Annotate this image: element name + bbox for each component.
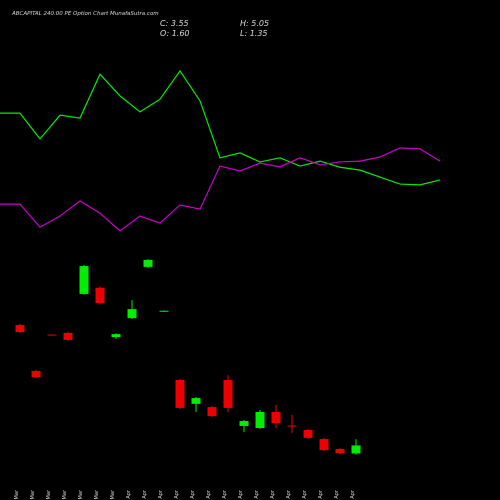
x-tick-label: 22 Apr xyxy=(318,489,324,500)
high-summary: H: 5.05 xyxy=(240,19,269,28)
candle-body xyxy=(351,445,361,454)
candle-body xyxy=(271,412,281,424)
candle-body xyxy=(15,325,25,333)
candle-body xyxy=(111,334,121,337)
candle-body xyxy=(143,259,153,267)
candle-body xyxy=(239,421,249,426)
candle-body xyxy=(319,439,329,451)
x-tick-label: 24 Mar xyxy=(46,489,52,500)
open-summary: O: 1.60 xyxy=(160,29,190,38)
candle-body xyxy=(95,287,105,303)
x-tick-label: 03 Apr xyxy=(158,489,164,500)
value: 1.60 xyxy=(172,29,190,38)
x-tick-label: 01 Apr xyxy=(126,489,132,500)
x-tick-label: 09 Apr xyxy=(222,489,228,500)
value: 5.05 xyxy=(251,19,269,28)
candle-body xyxy=(303,430,313,438)
chart-title: ABCAPITAL 240.00 PE Option Chart MunafaS… xyxy=(11,11,159,17)
x-tick-label: 23 Apr xyxy=(334,489,340,500)
x-tick-label: 24 Apr xyxy=(350,489,356,500)
candle-body xyxy=(159,310,169,312)
value: 1.35 xyxy=(250,29,268,38)
x-tick-label: 27 Mar xyxy=(94,489,100,500)
label: C: xyxy=(160,19,169,28)
x-tick-label: 02 Apr xyxy=(142,489,148,500)
x-tick-label: 16 Apr xyxy=(270,489,276,500)
candle-body xyxy=(127,309,137,319)
candle-body xyxy=(191,398,201,404)
x-tick-label: 26 Mar xyxy=(78,489,84,500)
candle-body xyxy=(175,380,185,408)
candle-body xyxy=(287,425,297,427)
low-summary: L: 1.35 xyxy=(240,29,268,38)
candle-body xyxy=(31,371,41,378)
x-tick-label: 11 Apr xyxy=(238,489,244,500)
candle-body xyxy=(223,380,233,408)
x-tick-label: 08 Apr xyxy=(206,489,212,500)
candle-body xyxy=(255,412,265,429)
label: O: xyxy=(160,29,169,38)
indicator-line xyxy=(0,69,441,186)
candle-body xyxy=(335,448,345,454)
x-tick-label: 04 Apr xyxy=(174,489,180,500)
label: L: xyxy=(240,29,247,38)
candle-body xyxy=(79,266,89,294)
candle-body xyxy=(207,407,217,417)
x-tick-label: 25 Mar xyxy=(62,489,68,500)
candle-body xyxy=(47,334,57,336)
x-tick-label: 21 Mar xyxy=(30,489,36,500)
x-tick-label: 15 Apr xyxy=(254,489,260,500)
x-tick-label: 17 Apr xyxy=(286,489,292,500)
close-summary: C: 3.55 xyxy=(160,19,189,28)
x-tick-label: 20 Mar xyxy=(14,489,20,500)
x-tick-label: 07 Apr xyxy=(190,489,196,500)
candle-body xyxy=(63,332,73,340)
x-tick-label: 21 Apr xyxy=(302,489,308,500)
x-tick-label: 28 Mar xyxy=(110,489,116,500)
label: H: xyxy=(240,19,249,28)
indicator-line xyxy=(0,147,441,232)
value: 3.55 xyxy=(171,19,189,28)
